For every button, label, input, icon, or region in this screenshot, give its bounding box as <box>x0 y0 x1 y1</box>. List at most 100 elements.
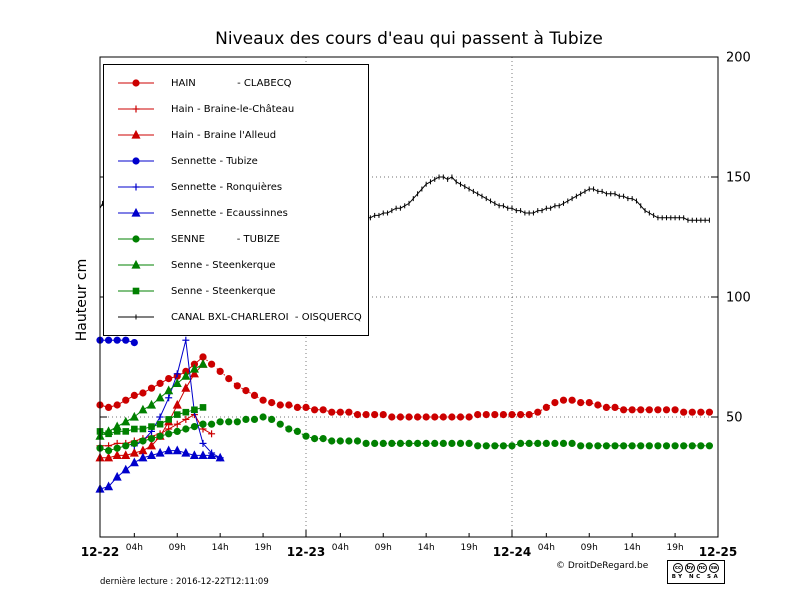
legend-label-5: Sennette - Ecaussinnes <box>171 207 288 219</box>
series-marker-3 <box>130 339 138 347</box>
series-marker-0 <box>302 403 310 411</box>
legend-marker-sample <box>132 79 140 87</box>
series-marker-6 <box>697 442 705 450</box>
series-marker-0 <box>405 413 413 421</box>
x-minor-tick-label: 04h <box>126 543 143 553</box>
series-marker-6 <box>491 442 499 450</box>
legend-label-9: CANAL BXL-CHARLEROI - OISQUERCQ <box>171 311 362 323</box>
series-marker-6 <box>104 447 113 455</box>
last-reading-text: dernière lecture : 2016-12-22T12:11:09 <box>100 577 269 587</box>
series-marker-8 <box>122 428 130 435</box>
series-marker-3 <box>122 336 130 344</box>
series-marker-0 <box>654 406 662 414</box>
series-marker-7 <box>198 359 208 368</box>
chart-title: Niveaux des cours d'eau qui passent à Tu… <box>215 29 603 49</box>
legend-entry-8: Senne - Steenkerque <box>104 278 368 304</box>
x-minor-tick-label: 04h <box>538 543 555 553</box>
series-marker-0 <box>628 406 636 414</box>
legend-entry-1: Hain - Braine-le-Château <box>104 96 368 122</box>
cc-license-label: BY NC SA <box>671 574 721 580</box>
series-marker-0 <box>285 401 293 409</box>
series-line-9 <box>366 176 710 221</box>
series-marker-0 <box>680 408 688 416</box>
series-marker-0 <box>225 375 233 383</box>
series-marker-5 <box>189 450 199 459</box>
footer-info: dernière lecture : 2016-12-22T12:11:09 d… <box>100 557 269 600</box>
series-marker-2 <box>146 440 157 450</box>
series-marker-6 <box>388 439 396 447</box>
series-marker-6 <box>516 439 525 447</box>
series-marker-8 <box>191 406 198 414</box>
series-marker-6 <box>233 418 241 426</box>
legend-entry-6: SENNE - TUBIZE <box>104 226 368 252</box>
x-minor-tick-label: 19h <box>667 543 684 553</box>
series-marker-7 <box>138 404 148 414</box>
series-marker-6 <box>645 442 653 450</box>
series-marker-6 <box>542 439 550 447</box>
series-marker-0 <box>293 403 302 411</box>
series-marker-0 <box>448 413 456 421</box>
series-marker-0 <box>216 367 224 375</box>
series-marker-2 <box>138 445 148 455</box>
series-marker-0 <box>371 411 379 419</box>
series-marker-0 <box>542 403 550 411</box>
series-marker-0 <box>422 413 430 421</box>
series-marker-5 <box>129 457 139 467</box>
series-marker-6 <box>499 442 508 450</box>
series-marker-6 <box>268 415 276 423</box>
legend-plus-icon <box>118 183 154 191</box>
series-marker-2 <box>181 383 191 392</box>
series-marker-0 <box>637 406 645 414</box>
series-marker-6 <box>345 437 353 445</box>
legend-label-1: Hain - Braine-le-Château <box>171 103 295 115</box>
series-marker-0 <box>388 413 396 421</box>
series-marker-6 <box>319 435 327 443</box>
series-marker-0 <box>491 411 499 419</box>
legend-entry-2: Hain - Braine l'Alleud <box>104 122 368 148</box>
series-marker-0 <box>104 403 113 411</box>
legend-entry-5: Sennette - Ecaussinnes <box>104 200 368 226</box>
series-marker-6 <box>602 442 611 450</box>
copyright-text: © DroitDeRegard.be <box>556 561 649 571</box>
series-marker-7 <box>146 399 157 409</box>
series-line-0 <box>99 356 204 408</box>
series-marker-6 <box>242 415 250 423</box>
series-marker-8 <box>199 404 207 411</box>
series-marker-6 <box>594 442 602 450</box>
legend-triangle-icon <box>118 259 154 269</box>
series-marker-0 <box>353 411 362 419</box>
legend-vtick-icon <box>118 314 154 320</box>
series-marker-0 <box>233 382 241 390</box>
series-marker-0 <box>113 401 121 409</box>
series-marker-0 <box>362 411 370 419</box>
series-marker-8 <box>165 416 172 423</box>
x-major-tick-label: 12-24 <box>493 545 531 559</box>
series-marker-7 <box>164 385 174 395</box>
series-marker-6 <box>405 439 413 447</box>
series-marker-6 <box>353 437 362 445</box>
series-marker-6 <box>285 425 293 433</box>
series-marker-8 <box>156 420 164 428</box>
series-marker-6 <box>585 442 593 450</box>
series-marker-6 <box>207 420 216 428</box>
series-marker-5 <box>104 481 114 491</box>
series-marker-0 <box>319 406 327 414</box>
series-marker-5 <box>146 450 157 459</box>
series-marker-7 <box>129 411 139 421</box>
series-marker-6 <box>396 439 405 447</box>
series-marker-5 <box>155 447 165 457</box>
series-marker-0 <box>396 413 405 421</box>
x-minor-tick-label: 14h <box>418 543 435 553</box>
series-marker-6 <box>113 444 121 452</box>
series-marker-5 <box>164 445 174 455</box>
series-marker-0 <box>268 399 276 407</box>
series-marker-2 <box>112 450 122 459</box>
series-marker-0 <box>207 360 216 368</box>
series-marker-0 <box>336 408 344 416</box>
series-marker-3 <box>104 336 113 344</box>
cc-icon-row: cc by nc sa <box>668 563 724 573</box>
series-marker-0 <box>147 384 156 392</box>
series-marker-0 <box>431 413 439 421</box>
x-minor-tick-label: 09h <box>581 543 598 553</box>
x-minor-tick-label: 09h <box>375 543 392 553</box>
